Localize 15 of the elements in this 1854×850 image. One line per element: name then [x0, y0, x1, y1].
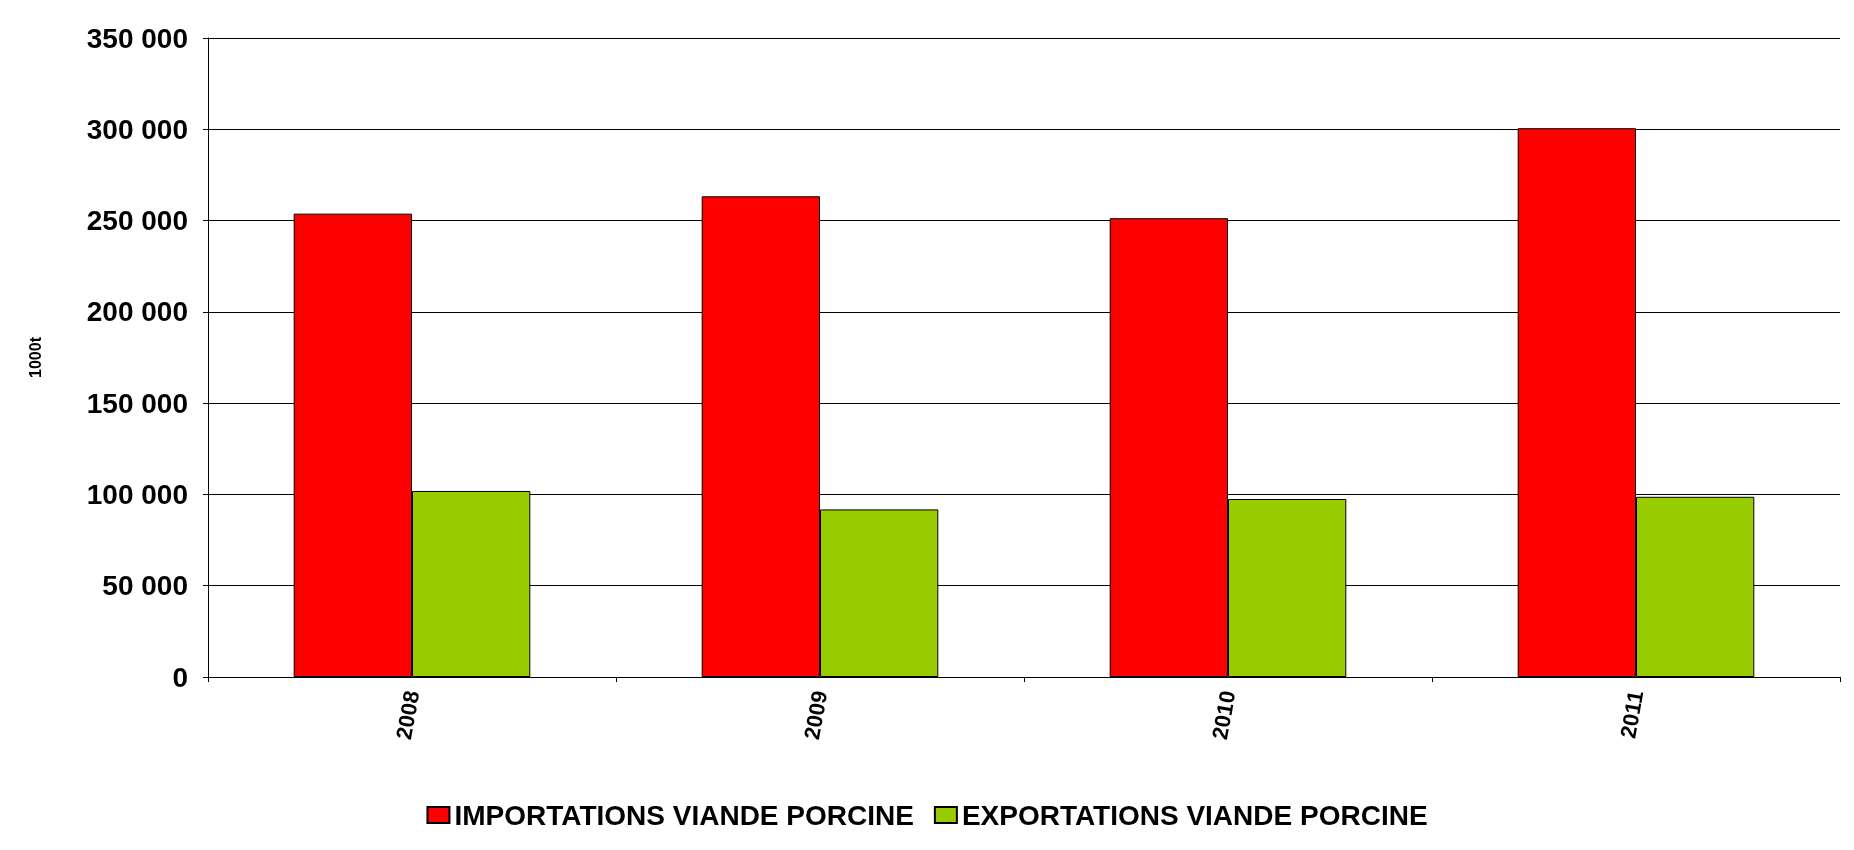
y-tick-label: 0	[172, 661, 188, 693]
legend-label: IMPORTATIONS VIANDE PORCINE	[454, 799, 914, 831]
y-tick-label: 250 000	[86, 205, 188, 237]
x-tick-label: 2011	[1615, 688, 1649, 741]
x-tick-label: 2009	[799, 688, 833, 742]
y-tick-label: 200 000	[86, 296, 188, 328]
legend-label: EXPORTATIONS VIANDE PORCINE	[961, 799, 1428, 831]
x-tick-label: 2008	[391, 688, 425, 742]
y-axis-title: 1000t	[26, 336, 44, 378]
y-tick-label: 150 000	[86, 387, 188, 419]
x-tick-label: 2010	[1207, 688, 1241, 742]
y-tick-label: 350 000	[86, 22, 188, 54]
y-tick-label: 50 000	[102, 570, 188, 602]
y-tick-label: 300 000	[86, 113, 188, 145]
y-tick-label: 100 000	[86, 478, 188, 510]
